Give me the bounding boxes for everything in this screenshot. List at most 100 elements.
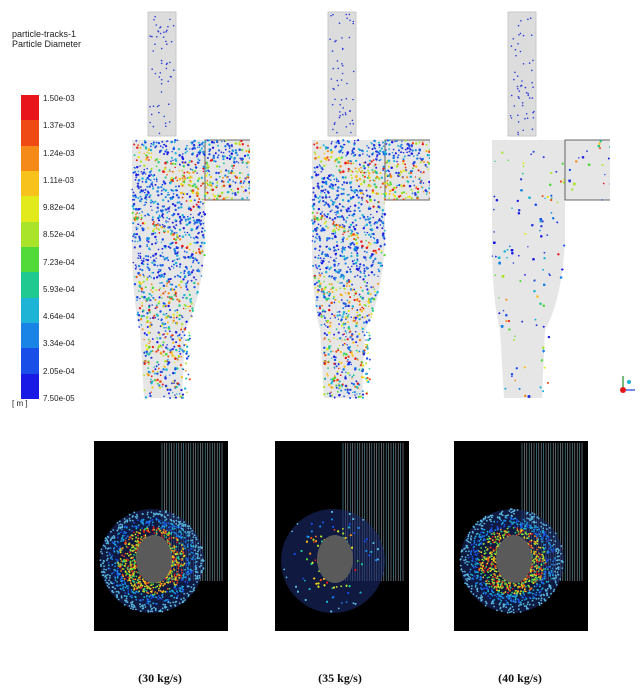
particle-dot xyxy=(378,152,381,155)
particle-dot xyxy=(181,316,184,319)
particle-dot xyxy=(358,338,362,342)
particle-dot xyxy=(140,288,144,291)
particle-dot xyxy=(151,345,155,349)
particle-dot xyxy=(354,330,357,333)
particle-dot xyxy=(389,189,392,193)
particle-dot xyxy=(318,245,322,248)
particle-dot xyxy=(145,352,148,355)
particle-dot xyxy=(161,255,164,258)
particle-dot xyxy=(231,164,234,168)
particle-dot xyxy=(426,161,429,164)
particle-dot xyxy=(314,157,317,160)
particle-dot xyxy=(230,197,233,200)
particle-dot xyxy=(366,331,368,334)
particle-dot xyxy=(373,288,376,290)
particle-dot xyxy=(339,269,342,271)
particle-dot xyxy=(152,232,155,235)
particle-dot xyxy=(331,200,334,203)
particle-dot xyxy=(159,72,162,74)
particle-dot xyxy=(318,195,321,198)
particle-dot xyxy=(165,125,167,127)
particle-dot xyxy=(520,189,523,192)
particle-dot xyxy=(556,201,559,204)
particle-dot xyxy=(548,274,551,277)
particle-dot xyxy=(316,267,319,270)
particle-dot xyxy=(177,213,180,216)
particle-dot xyxy=(179,395,182,398)
particle-dot xyxy=(179,333,181,336)
particle-dot xyxy=(373,237,376,240)
particle-dot xyxy=(343,326,345,329)
particle-dot xyxy=(428,157,430,159)
particle-dot xyxy=(118,532,120,535)
particle-dot xyxy=(149,394,152,398)
particle-dot xyxy=(137,257,140,259)
particle-dot xyxy=(140,170,143,173)
particle-dot xyxy=(165,312,168,315)
particle-dot xyxy=(372,205,375,208)
particle-dot xyxy=(200,251,203,254)
particle-dot xyxy=(345,371,347,374)
particle-dot xyxy=(339,103,341,106)
particle-dot xyxy=(323,332,326,335)
particle-dot xyxy=(162,344,164,346)
particle-dot xyxy=(163,333,165,335)
particle-dot xyxy=(150,356,153,359)
particle-dot xyxy=(147,363,150,365)
particle-dot xyxy=(356,335,359,337)
particle-dot xyxy=(348,214,351,217)
particle-dot xyxy=(229,171,233,175)
particle-dot xyxy=(331,218,334,221)
particle-dot xyxy=(141,302,143,304)
particle-dot xyxy=(414,165,418,168)
particle-dot xyxy=(363,250,366,253)
particle-dot xyxy=(197,550,199,553)
particle-dot xyxy=(144,196,148,199)
particle-dot xyxy=(178,314,181,317)
particle-dot xyxy=(184,151,187,154)
particle-dot xyxy=(338,323,340,325)
particle-dot xyxy=(344,323,347,326)
particle-dot xyxy=(521,102,524,104)
particle-dot xyxy=(179,520,182,523)
particle-dot xyxy=(342,277,345,280)
particle-dot xyxy=(217,144,220,147)
particle-dot xyxy=(353,259,356,262)
particle-dot xyxy=(336,180,338,183)
particle-dot xyxy=(135,213,138,216)
particle-dot xyxy=(136,182,140,185)
particle-dot xyxy=(341,281,343,284)
particle-dot xyxy=(336,241,338,243)
particle-dot xyxy=(172,263,176,266)
particle-dot xyxy=(218,175,221,178)
particle-dot xyxy=(341,386,343,388)
particle-dot xyxy=(202,559,205,562)
particle-dot xyxy=(330,288,332,291)
particle-dot xyxy=(174,157,177,160)
particle-dot xyxy=(209,175,213,179)
particle-dot xyxy=(136,299,138,302)
particle-dot xyxy=(382,167,385,170)
particle-dot xyxy=(143,152,145,155)
particle-dot xyxy=(337,331,340,334)
particle-dot xyxy=(200,176,204,179)
particle-dot xyxy=(521,80,523,82)
particle-dot xyxy=(147,191,150,194)
particle-dot xyxy=(171,234,173,236)
particle-dot xyxy=(337,194,340,197)
particle-dot xyxy=(183,334,186,337)
particle-dot xyxy=(143,351,146,354)
particle-dot xyxy=(176,231,178,234)
particle-dot xyxy=(184,282,187,285)
particle-dot xyxy=(196,172,198,174)
particle-dot xyxy=(189,168,192,170)
particle-dot xyxy=(348,278,350,281)
particle-dot xyxy=(165,335,167,338)
particle-dot xyxy=(159,380,162,383)
particle-dot xyxy=(359,363,363,367)
particle-dot xyxy=(146,319,150,323)
particle-dot xyxy=(329,321,332,324)
particle-dot xyxy=(150,199,153,202)
particle-dot xyxy=(320,170,323,173)
particle-dot xyxy=(181,244,184,248)
